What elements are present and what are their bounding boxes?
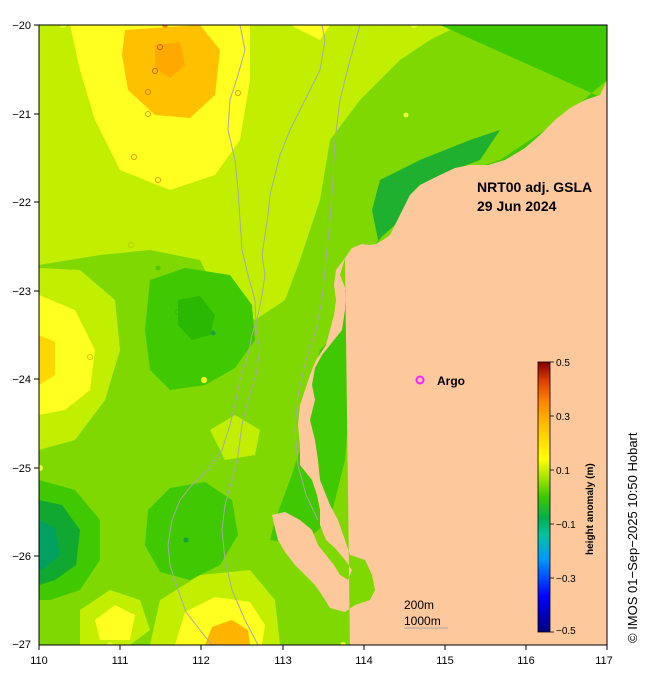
argo-marker-icon: [415, 375, 425, 385]
colorbar-label: height anomaly (m): [585, 463, 596, 555]
observation-markers: [39, 25, 417, 645]
credit-text: © IMOS 01−Sep−2025 10:50 Hobart: [625, 432, 640, 643]
argo-legend-label: Argo: [437, 374, 465, 388]
obs-marker: [39, 354, 43, 360]
colorbar-ticks: [550, 361, 554, 633]
map-frame: [34, 24, 608, 650]
obs-marker: [175, 309, 181, 315]
y-tick-label: −20: [12, 20, 31, 32]
bathymetry-contours: [167, 25, 361, 645]
depth-scale: 200m 1000m: [404, 598, 448, 629]
x-tick-label: 116: [517, 655, 535, 667]
x-tick-marks: [38, 645, 608, 650]
x-tick-label: 115: [436, 655, 454, 667]
obs-marker: [145, 89, 151, 95]
y-tick-label: −26: [12, 551, 31, 563]
colorbar-tick-label: −0.5: [556, 626, 576, 637]
x-tick-label: 117: [595, 655, 613, 667]
scale-1000m-label: 1000m: [404, 614, 441, 628]
colorbar-gradient: [537, 361, 551, 633]
obs-marker: [235, 90, 241, 96]
anomaly-green-ne-dark: [372, 130, 500, 240]
y-tick-marks: [34, 24, 39, 557]
obs-marker: [201, 377, 207, 383]
obs-marker: [210, 330, 216, 336]
y-tick-label: −23: [12, 286, 31, 298]
y-tick-label: −24: [12, 374, 31, 386]
anomaly-orange-south: [205, 620, 250, 645]
obs-marker: [87, 354, 93, 360]
anomaly-orange-core: [155, 42, 185, 78]
colorbar-tick-label: −0.3: [556, 574, 576, 585]
obs-marker: [411, 25, 417, 28]
anomaly-orange-west: [39, 335, 55, 385]
obs-marker: [183, 537, 189, 543]
obs-marker: [403, 112, 409, 118]
anomaly-yellow-west: [39, 295, 95, 415]
colorbar-tick-label: 0.1: [556, 466, 570, 477]
obs-marker: [131, 154, 137, 160]
map-date: 29 Jun 2024: [477, 198, 557, 214]
obs-marker: [152, 68, 158, 74]
x-tick-labels: 110 111 112 113 114 115 116 117: [30, 655, 613, 667]
obs-marker: [155, 177, 161, 183]
colorbar-tick-label: 0.5: [556, 358, 570, 369]
contour-1000m: [221, 25, 261, 645]
x-tick-label: 112: [192, 655, 210, 667]
y-tick-label: −22: [12, 197, 31, 209]
y-tick-label: −25: [12, 463, 31, 475]
obs-marker: [162, 25, 168, 28]
obs-marker: [39, 465, 43, 471]
contour-shelf: [294, 25, 361, 521]
x-tick-label: 114: [355, 655, 373, 667]
obs-marker: [157, 44, 163, 50]
obs-marker: [107, 642, 113, 645]
anomaly-yellow-sw: [95, 605, 135, 640]
plot-border: [38, 24, 608, 646]
obs-marker: [128, 242, 134, 248]
map-title: NRT00 adj. GSLA: [477, 179, 592, 195]
x-tick-label: 111: [112, 655, 129, 667]
obs-marker: [145, 111, 151, 117]
anomaly-yellow-top: [290, 25, 330, 40]
scale-200m-label: 200m: [404, 598, 434, 612]
obs-marker: [60, 25, 66, 28]
y-tick-labels: −20 −21 −22 −23 −24 −25 −26 −27: [12, 20, 31, 651]
x-tick-label: 110: [30, 655, 48, 667]
colorbar: 0.5 0.3 0.1 −0.1 −0.3 −0.5 height anomal…: [537, 358, 596, 637]
contour-200m: [167, 25, 326, 645]
anomaly-green-ne: [270, 25, 607, 545]
obs-marker: [340, 642, 346, 645]
colorbar-tick-label: 0.3: [556, 412, 570, 423]
x-tick-label: 113: [274, 655, 292, 667]
anomaly-green-south: [145, 482, 238, 580]
y-tick-label: −21: [12, 109, 31, 121]
obs-marker: [155, 265, 161, 271]
anomaly-green-center-core: [178, 296, 215, 340]
anomaly-green-southwest-inner: [39, 520, 60, 570]
land-mass: [272, 80, 607, 645]
y-tick-label: −27: [12, 639, 31, 651]
colorbar-tick-label: −0.1: [556, 520, 576, 531]
argo-legend: Argo: [415, 374, 465, 388]
